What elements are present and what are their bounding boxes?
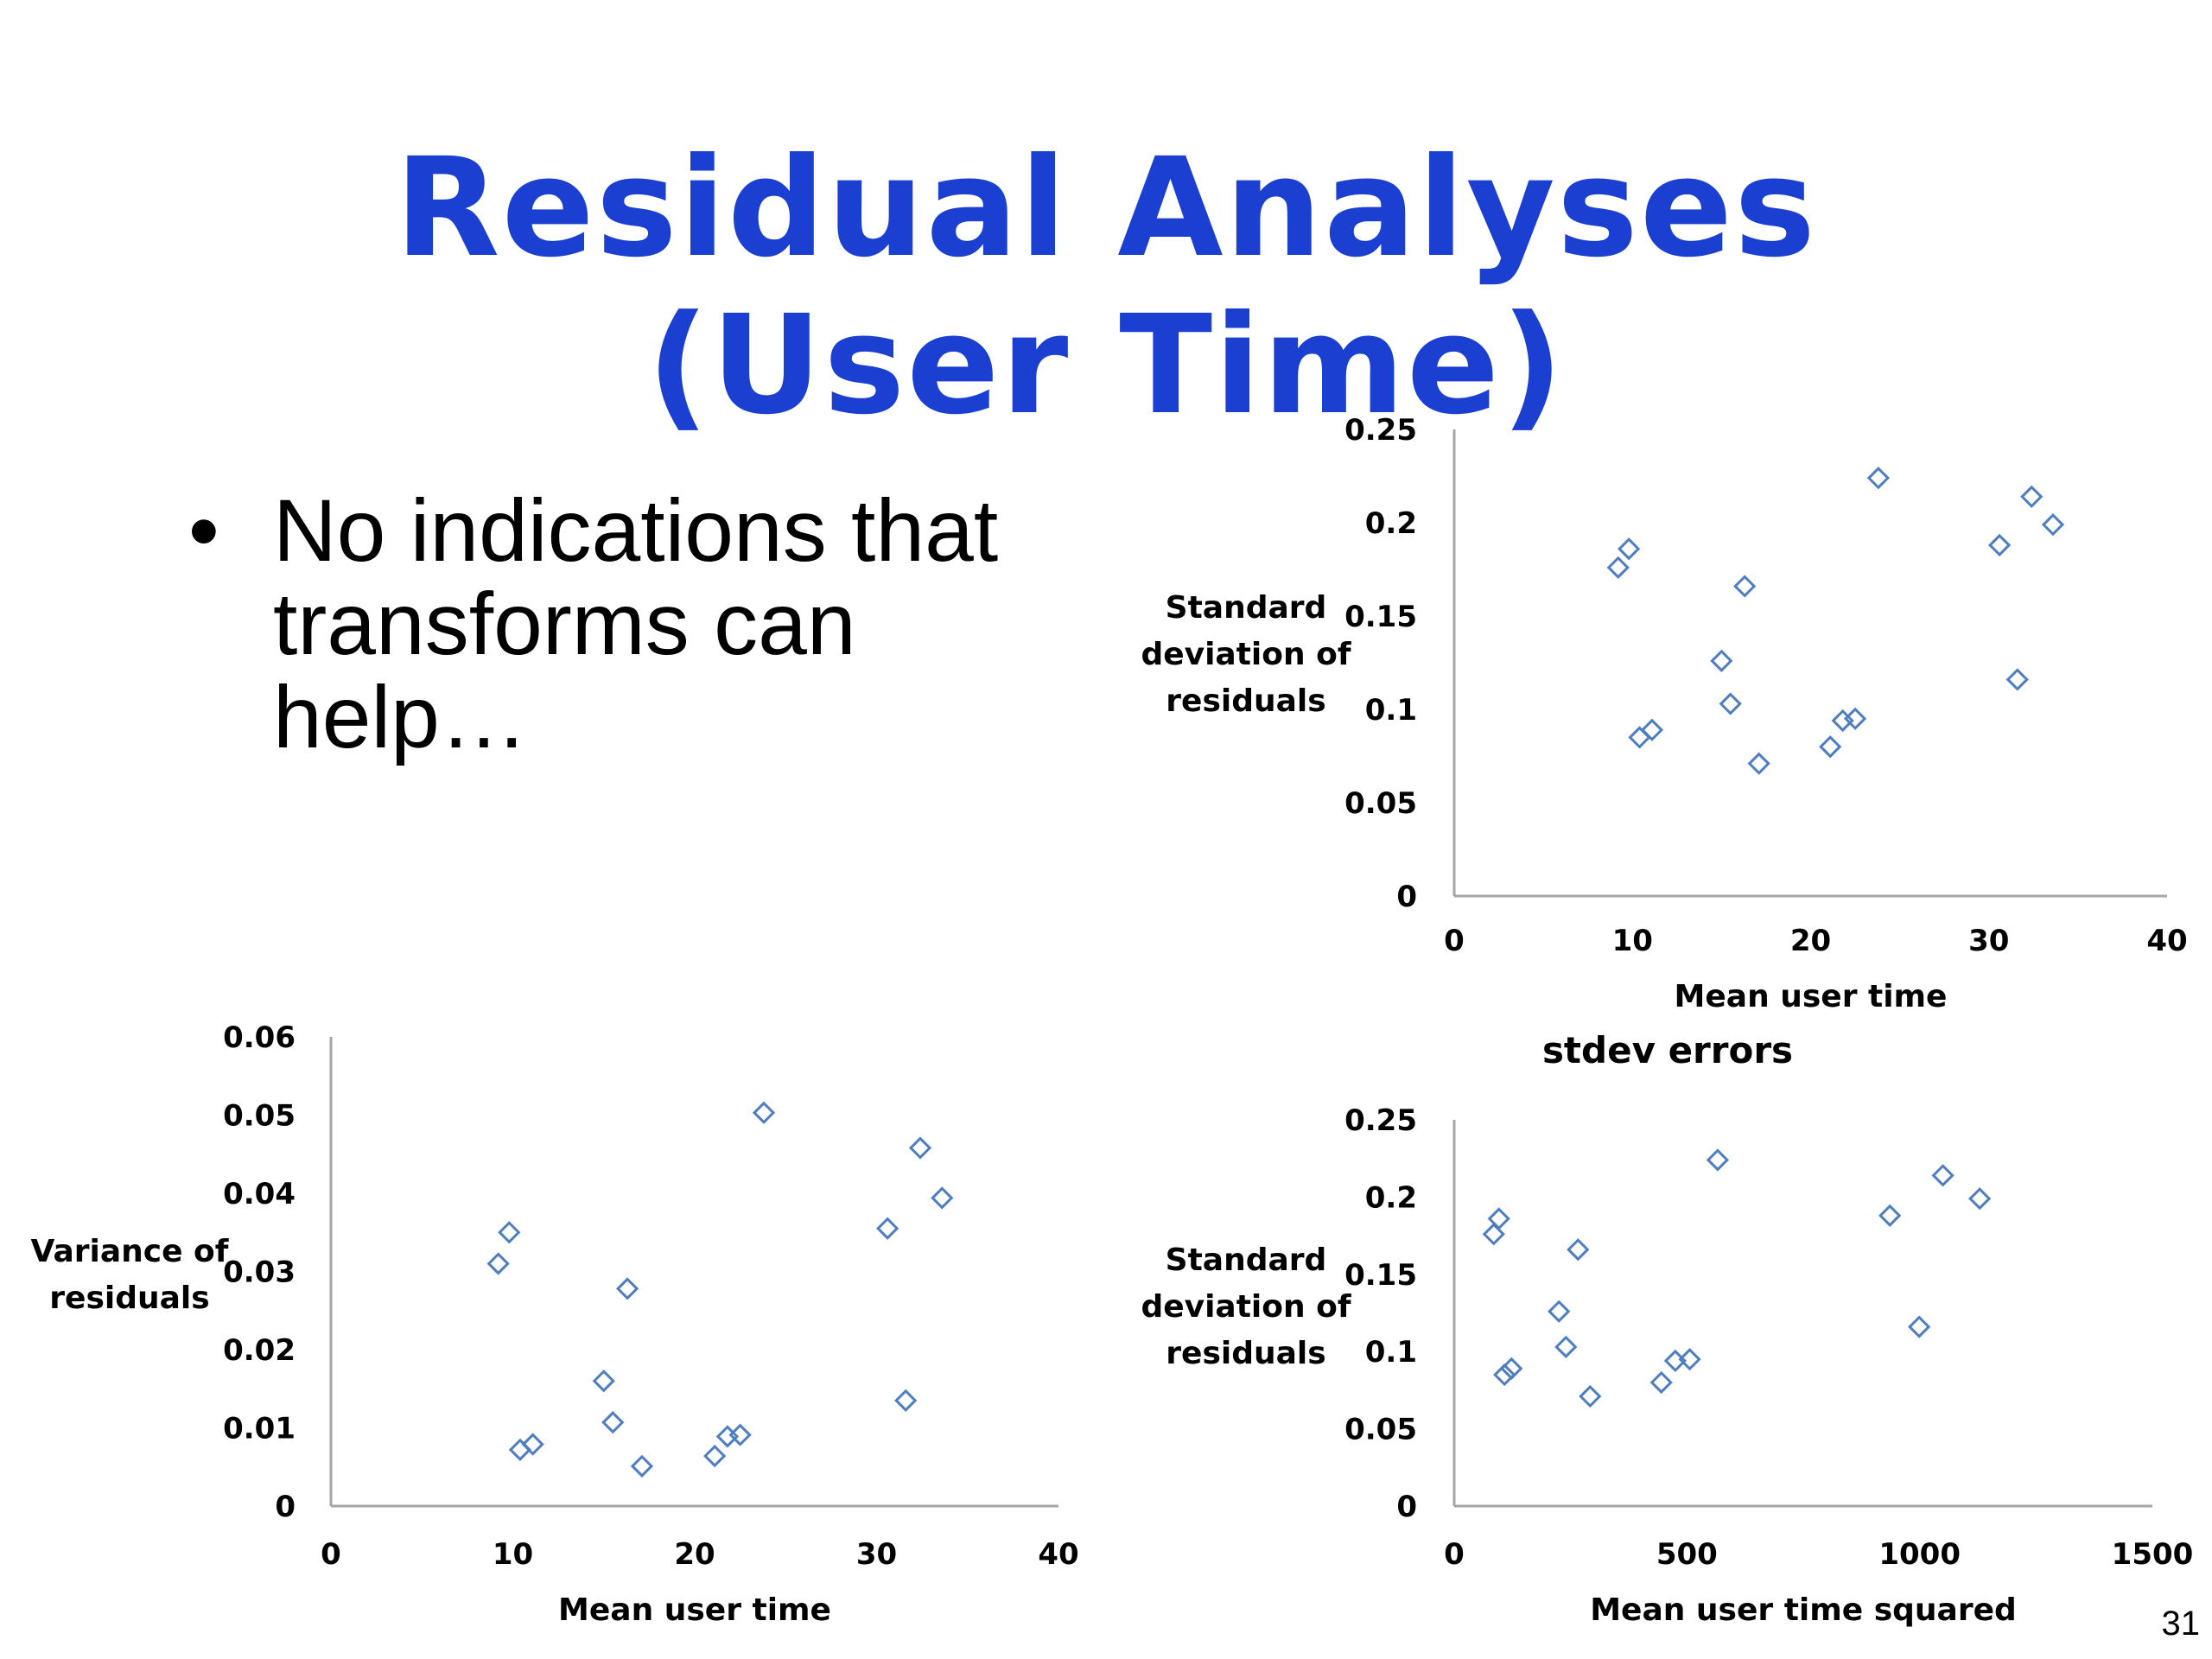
data-point [1706,1148,1730,1172]
x-tick-label: 20 [1790,924,1831,958]
y-tick-label: 0.02 [223,1333,296,1368]
data-point [2020,485,2044,508]
y-tick-label: 0.05 [1344,786,1417,821]
data-point [1500,1357,1523,1380]
y-tick-label: 0.05 [223,1099,296,1134]
data-point [1567,1238,1590,1262]
y-axis-label: Variance of [31,1234,229,1269]
data-point [2005,668,2029,691]
data-point [894,1389,918,1412]
data-point [1649,1370,1673,1395]
x-tick-label: 30 [1968,924,2009,958]
data-point [1831,709,1854,733]
y-axis-label: deviation of [1141,637,1351,672]
data-point [1554,1335,1578,1358]
data-point [2041,513,2065,537]
x-tick-label: 40 [2146,924,2187,958]
data-point [728,1423,752,1446]
slide-title: Residual Analyses (User Time) [0,130,2212,444]
chart-title: stdev errors [1542,1029,1793,1071]
y-tick-label: 0 [275,1490,296,1524]
data-point [630,1454,654,1478]
x-axis-label: Mean user time [1675,979,1948,1014]
y-axis-label: residuals [1166,683,1325,719]
page-number: 31 [2161,1605,2201,1643]
data-point [908,1136,932,1160]
y-tick-label: 0.15 [1344,1258,1417,1293]
y-axis-label: residuals [1166,1336,1325,1371]
data-point [703,1444,727,1468]
y-tick-label: 0.2 [1365,506,1417,541]
x-tick-label: 0 [1444,1537,1465,1572]
y-axis-label: residuals [49,1281,209,1316]
data-point [931,1186,954,1210]
y-tick-label: 0.03 [223,1255,296,1290]
x-tick-label: 1000 [1878,1537,1961,1572]
data-point [1866,467,1890,490]
data-point [1579,1384,1602,1408]
data-point [601,1411,625,1434]
y-tick-label: 0.04 [223,1177,296,1211]
data-point [1968,1187,1992,1211]
y-tick-label: 0.25 [1344,1103,1417,1138]
y-tick-label: 0.15 [1344,600,1417,634]
x-tick-label: 500 [1656,1537,1718,1572]
data-point [1988,533,2012,557]
data-point [592,1370,615,1393]
y-tick-label: 0.1 [1365,693,1417,728]
x-axis-label: Mean user time squared [1590,1592,2017,1628]
x-tick-label: 10 [493,1537,533,1572]
data-point [1640,718,1664,741]
slide-title-line-2: (User Time) [646,286,1566,445]
data-point [1908,1315,1931,1338]
y-tick-label: 0.01 [223,1412,296,1446]
y-tick-label: 0.06 [223,1020,296,1055]
y-axis-label: deviation of [1141,1289,1351,1325]
data-point [1819,735,1842,759]
data-point [1678,1348,1701,1371]
slide-title-line-1: Residual Analyses [394,129,1818,288]
y-tick-label: 0.05 [1344,1413,1417,1447]
data-point [1487,1207,1510,1230]
x-tick-label: 20 [674,1537,715,1572]
data-point [1710,649,1733,672]
x-tick-label: 10 [1612,924,1653,958]
y-tick-label: 0.2 [1365,1180,1417,1215]
data-point [1931,1164,1955,1187]
data-point [1747,752,1770,775]
data-point [1878,1204,1902,1227]
data-point [1606,556,1630,579]
x-tick-label: 0 [1444,924,1465,958]
y-tick-label: 0 [1396,880,1417,914]
data-point [1733,575,1757,598]
x-axis-label: Mean user time [558,1592,831,1628]
data-point [498,1221,521,1244]
y-axis-label: Standard [1166,590,1327,626]
data-point [615,1277,639,1300]
x-tick-label: 40 [1038,1537,1078,1572]
data-point [1843,707,1867,730]
y-tick-label: 0.25 [1344,413,1417,448]
data-point [1548,1300,1571,1323]
data-point [1719,692,1742,715]
data-point [876,1217,899,1240]
y-axis-label: Standard [1166,1243,1327,1278]
y-tick-label: 0 [1396,1490,1417,1524]
x-tick-label: 0 [321,1537,341,1572]
data-point [521,1433,544,1456]
data-point [1482,1223,1505,1246]
x-tick-label: 1500 [2112,1537,2194,1572]
x-tick-label: 30 [856,1537,897,1572]
data-point [752,1101,776,1124]
bullet-icon: • [188,481,219,580]
data-point [1493,1363,1516,1387]
data-point [486,1252,510,1275]
data-point [1618,537,1641,561]
y-tick-label: 0.1 [1365,1335,1417,1370]
bullet-text: No indications that transforms can help… [273,481,999,766]
